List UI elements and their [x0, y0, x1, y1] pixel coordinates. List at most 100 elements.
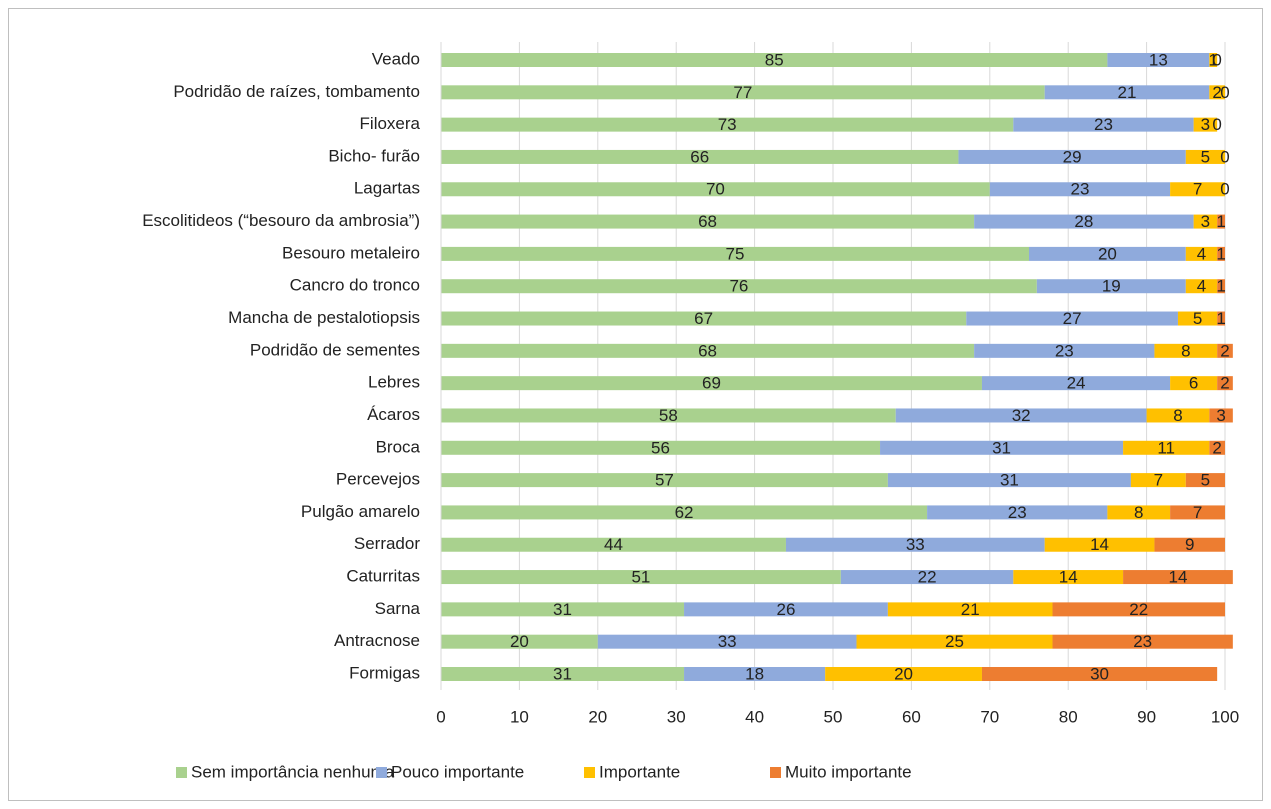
bar-segment	[1130, 473, 1186, 488]
bar-segment	[441, 149, 959, 164]
bar-segment	[1217, 246, 1225, 261]
data-label: 44	[604, 535, 623, 554]
data-label: 31	[1000, 471, 1019, 490]
bar-segment	[785, 537, 1045, 552]
bar-segment	[441, 182, 990, 197]
bar-segment	[1185, 149, 1225, 164]
data-label: 23	[1133, 632, 1152, 651]
data-label: 75	[726, 244, 745, 263]
data-label: 2	[1220, 374, 1229, 393]
data-label: 27	[1063, 309, 1082, 328]
bar-segment	[1193, 117, 1218, 132]
data-label: 3	[1201, 212, 1210, 231]
bar-segment	[958, 149, 1186, 164]
data-label: 67	[694, 309, 713, 328]
bar-segment	[966, 311, 1178, 326]
data-label: 14	[1059, 568, 1078, 587]
bar-segment	[441, 570, 841, 585]
data-label: 8	[1181, 341, 1190, 360]
y-tick-label: Sarna	[375, 599, 421, 618]
data-label: 0	[1212, 50, 1221, 69]
data-label: 21	[961, 600, 980, 619]
bar-segment	[1209, 53, 1218, 67]
bar-segment	[1123, 570, 1233, 585]
data-label: 28	[1074, 212, 1093, 231]
data-label: 68	[698, 212, 717, 231]
bar-segment	[1123, 440, 1210, 455]
data-label: 77	[733, 83, 752, 102]
data-label: 68	[698, 341, 717, 360]
data-label: 57	[655, 471, 674, 490]
bar-segment	[441, 85, 1045, 100]
data-label: 22	[918, 568, 937, 587]
bar-segment	[441, 667, 685, 681]
bar-segment	[856, 634, 1053, 649]
y-tick-label: Formigas	[349, 663, 420, 682]
data-label: 2	[1212, 438, 1221, 457]
data-label: 20	[1098, 244, 1117, 263]
data-label: 1	[1209, 50, 1218, 69]
data-label: 5	[1201, 471, 1210, 490]
data-label: 31	[553, 600, 572, 619]
x-tick-label: 0	[436, 707, 445, 726]
data-label: 0	[1220, 147, 1229, 166]
x-tick-label: 90	[1137, 707, 1156, 726]
bar-segment	[1170, 505, 1225, 520]
data-label: 1	[1216, 309, 1225, 328]
data-label: 3	[1216, 406, 1225, 425]
data-label: 14	[1090, 535, 1109, 554]
legend-label: Importante	[599, 762, 680, 781]
bar-segment	[1052, 634, 1233, 649]
data-label: 0	[1212, 115, 1221, 134]
bar-segment	[1185, 473, 1225, 488]
legend-swatch	[770, 767, 781, 778]
bar-segment	[887, 602, 1053, 617]
data-label: 26	[776, 600, 795, 619]
data-label: 62	[675, 503, 694, 522]
bar-segment	[1044, 85, 1210, 100]
bar-segment	[1209, 408, 1233, 423]
bar-segment	[1146, 408, 1210, 423]
bar-segment	[1036, 279, 1186, 294]
bar-segment	[1193, 214, 1218, 229]
bar-segment	[825, 667, 982, 681]
data-label: 29	[1063, 147, 1082, 166]
y-tick-label: Serrador	[354, 534, 420, 553]
bar-segment	[597, 634, 857, 649]
bar-segment	[880, 440, 1124, 455]
data-label: 25	[945, 632, 964, 651]
y-tick-label: Cancro do tronco	[290, 276, 420, 295]
bar-segment	[1217, 376, 1233, 391]
bar-segment	[441, 53, 1108, 67]
y-tick-label: Broca	[376, 437, 421, 456]
data-label: 6	[1189, 374, 1198, 393]
bar-segment	[441, 311, 967, 326]
data-label: 5	[1201, 147, 1210, 166]
data-label: 23	[1094, 115, 1113, 134]
y-tick-label: Antracnose	[334, 631, 420, 650]
y-tick-label: Filoxera	[360, 114, 421, 133]
data-label: 5	[1193, 309, 1202, 328]
data-label: 9	[1185, 535, 1194, 554]
data-label: 11	[1157, 438, 1175, 457]
x-tick-label: 50	[824, 707, 843, 726]
bar-segment	[1170, 376, 1218, 391]
x-tick-label: 70	[980, 707, 999, 726]
data-label: 13	[1149, 50, 1168, 69]
bar-segment	[441, 279, 1037, 294]
data-label: 56	[651, 438, 670, 457]
bar-segment	[441, 537, 786, 552]
data-label: 58	[659, 406, 678, 425]
y-tick-label: Lagartas	[354, 179, 420, 198]
x-tick-label: 40	[745, 707, 764, 726]
data-label: 14	[1168, 568, 1187, 587]
x-tick-label: 30	[667, 707, 686, 726]
data-label: 85	[765, 50, 784, 69]
data-label: 31	[553, 664, 572, 683]
data-label: 66	[690, 147, 709, 166]
data-label: 33	[718, 632, 737, 651]
bar-segment	[684, 667, 826, 681]
data-label: 4	[1197, 244, 1206, 263]
y-tick-label: Lebres	[368, 373, 420, 392]
